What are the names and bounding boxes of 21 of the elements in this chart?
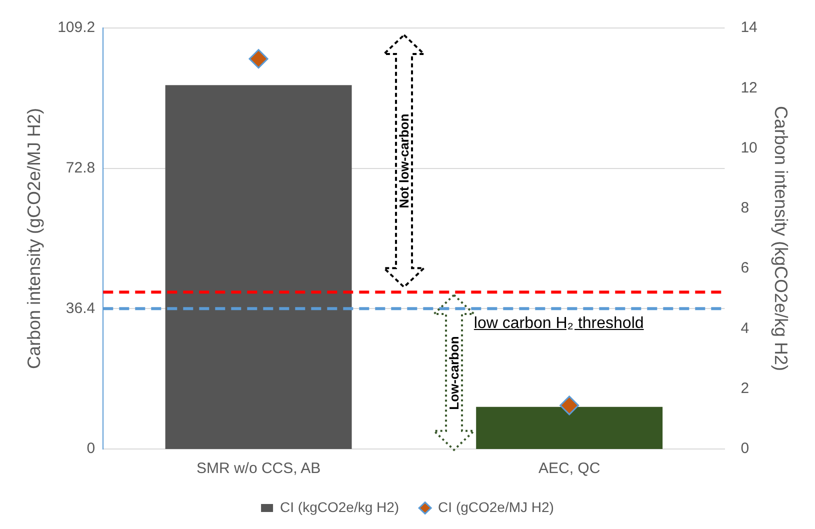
annotation: Low-carbon (446, 336, 462, 410)
y-axis-title: Carbon intensity (gCO2e/MJ H2) (24, 108, 44, 370)
y-tick-label: 0 (86, 440, 96, 458)
ref-line-label: low carbon H₂ threshold (474, 314, 644, 333)
y2-tick-label: 4 (740, 320, 750, 337)
y2-tick-label: 12 (740, 79, 758, 96)
y2-tick-label: 14 (740, 19, 758, 36)
x-tick-label: SMR w/o CCS, AB (196, 460, 321, 478)
x-tick-label: AEC, QC (538, 460, 600, 478)
legend-label: CI (gCO2e/MJ H2) (438, 498, 554, 515)
y-tick-label: 72.8 (66, 159, 96, 176)
y2-tick-label: 10 (740, 139, 758, 156)
y2-tick-label: 8 (740, 200, 750, 217)
legend-label: CI (kgCO2e/kg H2) (280, 498, 400, 515)
y-tick-label: 109.2 (58, 19, 96, 36)
y2-tick-label: 2 (740, 380, 750, 397)
y2-tick-label: 6 (740, 260, 750, 277)
y-tick-label: 36.4 (66, 300, 96, 317)
annotation: Not low-carbon (396, 114, 412, 208)
y2-tick-label: 0 (740, 440, 750, 458)
y2-axis-title: Carbon intensity (kgCO2e/kg H2) (771, 106, 792, 372)
